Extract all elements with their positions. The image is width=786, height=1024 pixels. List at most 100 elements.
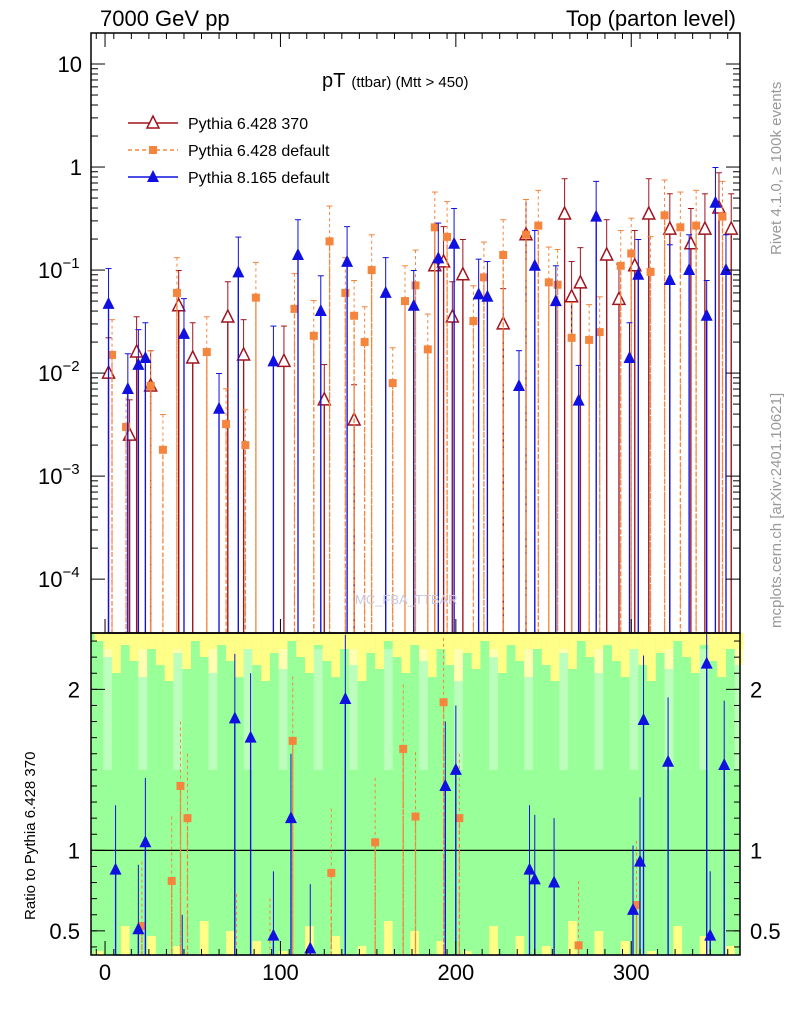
marker-filled-triangle (590, 209, 603, 222)
band-yellow-segment (427, 633, 437, 677)
marker-filled-triangle (177, 326, 190, 339)
band-yellow-segment (550, 633, 560, 681)
marker-open-triangle (145, 114, 161, 129)
marker-square (676, 223, 685, 232)
marker-filled-triangle (704, 928, 717, 941)
band-yellow-segment (533, 633, 542, 649)
band-gap-segment (383, 649, 393, 770)
band-yellow-segment (655, 633, 665, 653)
marker-filled-triangle (632, 267, 645, 280)
band-yellow-segment (682, 633, 691, 657)
marker-filled-triangle (439, 778, 452, 791)
band-yellow-segment (383, 633, 393, 641)
band-gap-segment (313, 649, 323, 770)
ratio-y-tick-label-left: 0.5 (49, 919, 80, 944)
band-yellow-segment (252, 941, 262, 955)
marker-open-triangle (220, 308, 236, 323)
y-tick-exponent: −3 (62, 461, 79, 478)
band-gap-segment (594, 649, 604, 770)
marker-filled-triangle (267, 354, 280, 367)
chart-subtitle: (ttbar) (Mtt > 450) (351, 74, 468, 91)
band-yellow-segment (366, 633, 376, 653)
x-tick-label: 0 (99, 960, 111, 985)
marker-square (595, 328, 604, 337)
band-yellow-segment (357, 633, 367, 681)
marker-square (325, 237, 334, 246)
band-yellow-segment (725, 633, 735, 649)
y-tick-label: 10 (58, 52, 82, 77)
marker-filled-triangle (232, 265, 245, 278)
band-yellow-segment (357, 946, 367, 955)
band-yellow-segment (296, 633, 305, 657)
marker-square (176, 781, 185, 790)
band-yellow-segment (454, 633, 463, 681)
marker-open-triangle (724, 220, 739, 235)
marker-open-triangle (641, 205, 657, 220)
band-yellow-segment (603, 633, 612, 645)
band-yellow-segment (112, 633, 121, 673)
marker-open-triangle (171, 297, 186, 312)
band-yellow-segment (331, 633, 341, 677)
marker-square (400, 297, 409, 306)
ratio-y-tick-label-right: 0.5 (750, 919, 781, 944)
band-yellow-segment (699, 936, 709, 955)
band-yellow-segment (725, 946, 735, 955)
ratio-y-tick-label-right: 1 (750, 838, 762, 863)
band-yellow-segment (304, 926, 314, 955)
marker-filled-triangle (228, 711, 241, 724)
marker-filled-triangle (623, 351, 636, 364)
band-yellow-segment (103, 633, 113, 657)
marker-square (241, 441, 250, 450)
band-yellow-segment (568, 921, 577, 955)
marker-square (137, 922, 146, 931)
marker-square (553, 280, 562, 289)
band-yellow-segment (269, 633, 279, 653)
band-gap-segment (208, 649, 218, 770)
y-tick-base: 10 (38, 464, 62, 489)
marker-square (327, 868, 336, 877)
band-yellow-segment (410, 931, 420, 955)
marker-square (367, 266, 376, 275)
y-tick-label: 1 (70, 155, 82, 180)
marker-square (251, 293, 260, 302)
marker-filled-triangle (523, 862, 536, 875)
marker-square (183, 814, 192, 823)
y-tick-label: 10−2 (38, 358, 80, 386)
band-yellow-segment (594, 633, 604, 673)
marker-filled-triangle (472, 287, 485, 300)
band-yellow-segment (585, 633, 595, 657)
marker-filled-triangle (528, 258, 541, 271)
marker-open-triangle (611, 290, 627, 306)
band-yellow-segment (524, 633, 534, 677)
ratio-panel-frame (90, 632, 741, 956)
marker-square (341, 288, 350, 297)
header-energy-label: 7000 GeV pp (100, 6, 230, 31)
marker-filled-triangle (481, 289, 494, 302)
band-yellow-segment (445, 633, 455, 665)
marker-filled-triangle (213, 401, 226, 414)
marker-square (122, 422, 131, 431)
band-yellow-segment (392, 633, 402, 657)
y-tick-label: 10−4 (38, 564, 80, 592)
marker-filled-triangle (683, 263, 696, 276)
marker-open-triangle (599, 246, 614, 261)
marker-square (455, 814, 464, 823)
marker-open-triangle (564, 288, 579, 303)
marker-square (108, 350, 117, 359)
marker-filled-triangle (549, 294, 562, 307)
band-gap-segment (734, 649, 744, 770)
band-yellow-segment (419, 633, 428, 661)
marker-filled-triangle (634, 854, 647, 867)
band-yellow-segment (173, 946, 183, 955)
band-gap-segment (489, 649, 498, 770)
marker-square (439, 698, 448, 707)
marker-square (479, 273, 488, 282)
band-yellow-segment (94, 633, 104, 641)
band-yellow-segment (243, 633, 253, 649)
band-yellow-segment (629, 633, 639, 649)
marker-square (149, 146, 157, 154)
band-yellow-segment (410, 633, 420, 645)
band-yellow-segment (506, 633, 516, 645)
band-yellow-segment (120, 633, 130, 645)
